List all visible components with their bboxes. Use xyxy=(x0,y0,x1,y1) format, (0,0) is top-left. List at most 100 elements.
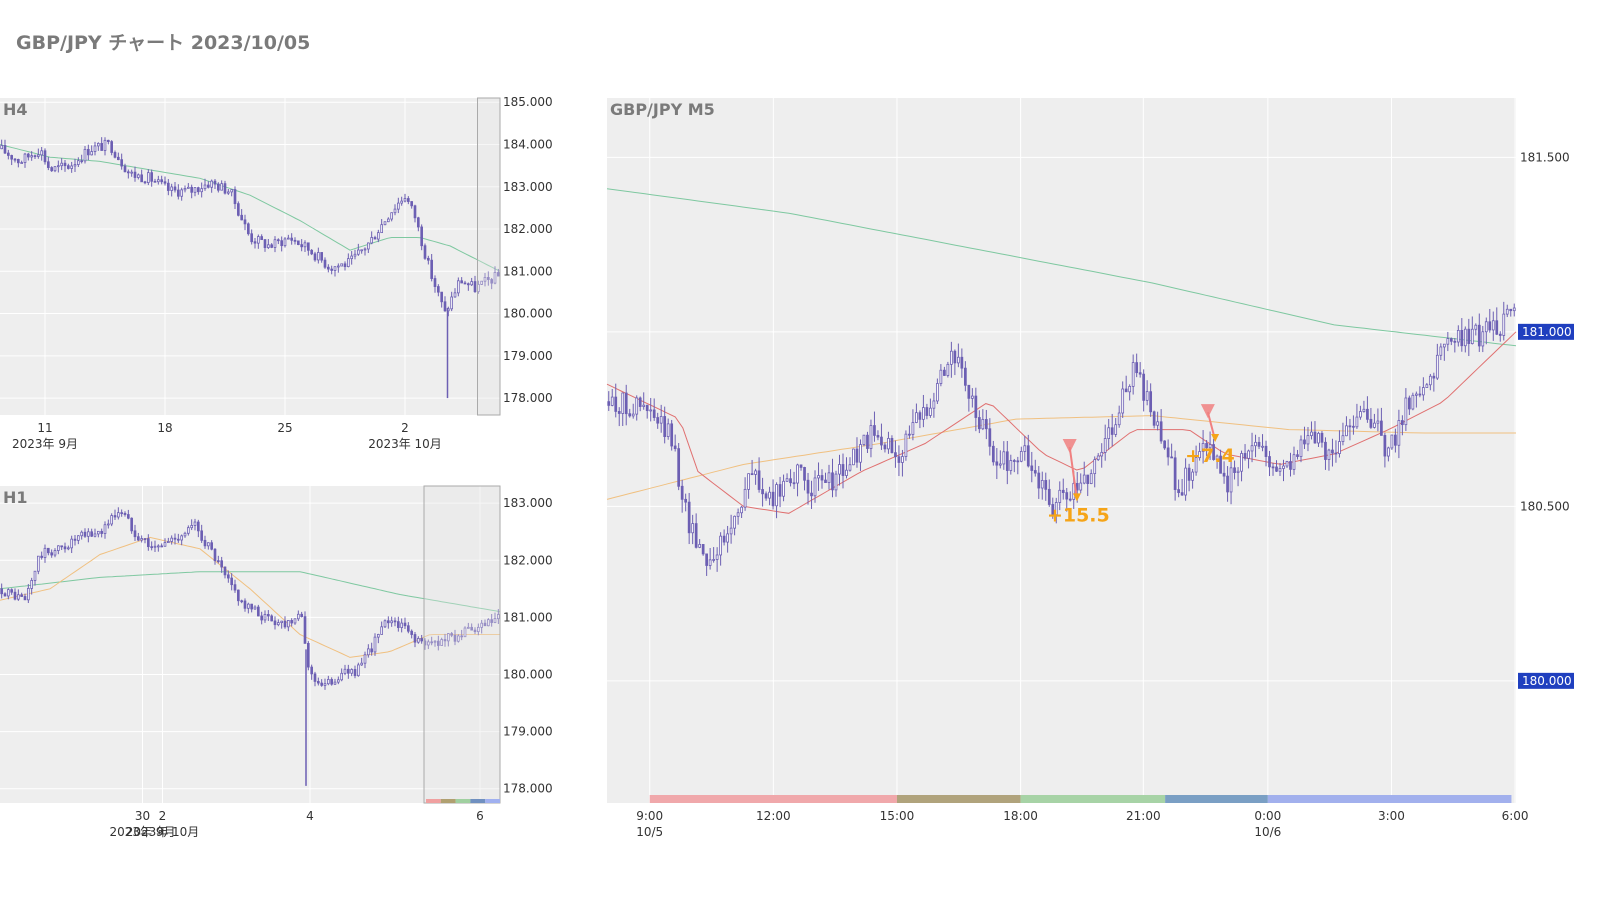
h4-candle-body xyxy=(470,281,473,286)
h1-candle-body xyxy=(367,648,370,656)
m5-candle-body xyxy=(1044,480,1048,490)
h1-session-band xyxy=(440,799,456,803)
m5-candle-body xyxy=(1177,489,1180,494)
m5-candle-body xyxy=(803,467,806,481)
m5-candle-body xyxy=(715,554,719,560)
h4-candle-body xyxy=(413,205,417,219)
m5-price-badge xyxy=(1518,323,1574,340)
m5-candle-body xyxy=(1401,420,1404,426)
h4-candle-body xyxy=(27,153,30,158)
h1-candle-body xyxy=(483,622,487,627)
h4-candle-body xyxy=(273,239,277,248)
h4-candle-body xyxy=(60,162,63,167)
h1-candle-body xyxy=(297,613,300,620)
h1-candle-body xyxy=(40,555,43,558)
m5-price-badge xyxy=(1518,672,1574,689)
m5-ma-orange-line xyxy=(606,415,1516,500)
h1-chart: 183.000 182.000 181.000 180.000 179.000 178.0… xyxy=(0,485,553,839)
m5-candle-body xyxy=(1428,375,1432,386)
h1-candle-body xyxy=(373,636,377,653)
h4-candle-body xyxy=(247,223,250,235)
m5-candle-body xyxy=(1442,343,1446,348)
m5-candle-body xyxy=(890,438,894,454)
h4-candle-body xyxy=(323,259,327,268)
m5-candle-body xyxy=(1002,451,1006,465)
h4-candle-body xyxy=(250,233,253,243)
h1-candle-body xyxy=(13,591,17,600)
m5-candle-body xyxy=(677,448,681,487)
h4-candle-body xyxy=(497,272,500,277)
m5-candle-body xyxy=(705,553,709,566)
h1-candle-body xyxy=(57,545,60,551)
h4-candle-body xyxy=(240,214,243,221)
m5-candle-body xyxy=(855,448,859,463)
h1-candle-body xyxy=(123,512,127,515)
m5-candle-body xyxy=(998,463,1002,466)
h1-candle-body xyxy=(277,622,280,626)
h4-y-tick-label: 182.000 xyxy=(503,222,553,236)
h4-candle-body xyxy=(143,181,147,184)
m5-x-tick-label: 6:00 xyxy=(1502,809,1529,823)
m5-candle-body xyxy=(1484,321,1488,333)
m5-candle-body xyxy=(995,461,999,466)
h1-candle-body xyxy=(263,614,267,621)
h1-ma-green-line xyxy=(0,571,501,613)
m5-candle-body xyxy=(1173,457,1177,490)
m5-candle-body xyxy=(1254,441,1257,447)
m5-candle-body xyxy=(1005,451,1009,471)
h4-candle-body xyxy=(67,165,70,169)
m5-candle-body xyxy=(1366,408,1369,420)
h4-candle-body xyxy=(307,242,310,251)
m5-candle-body xyxy=(1152,411,1156,426)
h1-y-tick-label: 183.000 xyxy=(503,496,553,510)
m5-candle-body xyxy=(873,425,876,436)
h4-candle-body xyxy=(290,237,293,241)
h1-x-tick-sublabel: 2023年 10月 xyxy=(126,825,200,839)
m5-candle-body xyxy=(1222,472,1226,477)
h1-candle-body xyxy=(97,530,100,535)
m5-candle-body xyxy=(1296,454,1299,457)
h4-candle-body xyxy=(133,171,137,178)
m5-candle-body xyxy=(817,475,820,479)
h1-candle-body xyxy=(293,618,297,624)
h1-candle-body xyxy=(303,616,307,644)
m5-candle-body xyxy=(796,464,799,484)
h1-candle-body xyxy=(223,566,227,576)
m5-candle-body xyxy=(1257,441,1261,447)
m5-session-band xyxy=(1267,795,1512,803)
m5-candle-body xyxy=(1135,362,1139,374)
m5-candle-body xyxy=(1313,431,1317,444)
m5-sell-marker xyxy=(1062,439,1077,454)
h4-candle-body xyxy=(110,141,113,153)
m5-candle-body xyxy=(617,411,621,414)
m5-candle-body xyxy=(1208,444,1212,449)
h1-candle-body xyxy=(127,514,130,519)
h1-candle-body xyxy=(133,530,137,538)
m5-candle-body xyxy=(834,473,838,491)
h1-candle-body xyxy=(470,626,473,631)
m5-candle-body xyxy=(929,407,932,416)
h1-candle-body xyxy=(20,594,23,597)
h1-session-band xyxy=(485,799,500,803)
h4-candle-body xyxy=(303,242,307,248)
m5-x-tick-label: 15:00 xyxy=(880,809,915,823)
h4-candle-body xyxy=(483,277,487,282)
m5-candle-body xyxy=(1498,333,1502,336)
h4-candle-body xyxy=(197,187,200,193)
h4-candle-body xyxy=(97,143,100,147)
page-title: GBP/JPY チャート 2023/10/05 xyxy=(16,32,311,54)
m5-x-tick-label: 0:00 xyxy=(1254,809,1281,823)
m5-candle-body xyxy=(1110,427,1114,435)
m5-trade-pips-label: +7.4 xyxy=(1185,445,1235,467)
m5-candle-body xyxy=(687,501,691,534)
h4-candle-body xyxy=(167,182,170,191)
h4-candle-body xyxy=(107,139,110,142)
m5-candle-body xyxy=(859,444,862,463)
h1-candle-body xyxy=(377,634,380,638)
h1-candle-body xyxy=(3,593,7,597)
h1-candle-body xyxy=(240,600,243,603)
h1-candle-body xyxy=(197,521,200,532)
h4-candle-body xyxy=(337,265,340,268)
m5-candle-body xyxy=(726,533,729,543)
m5-price-badge-label: 180.000 xyxy=(1522,674,1572,688)
